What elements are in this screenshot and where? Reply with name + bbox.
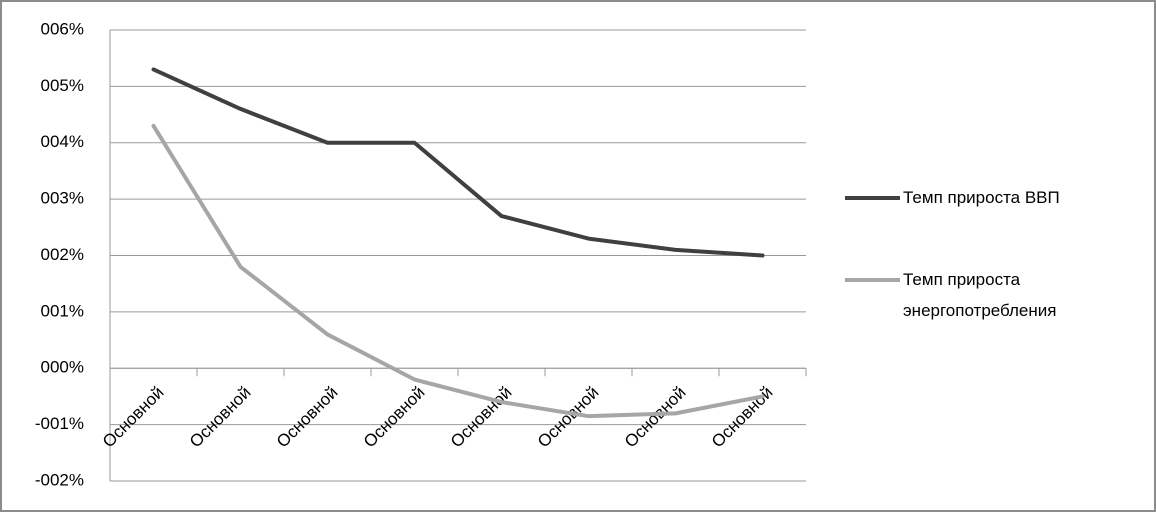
y-tick-label: 001% [41, 301, 84, 320]
legend-label: Темп прироста ВВП [903, 188, 1060, 207]
y-tick-label: -002% [35, 470, 84, 489]
y-tick-label: 004% [41, 132, 84, 151]
y-tick-label: 000% [41, 358, 84, 377]
x-tick-label: Основной [273, 383, 342, 452]
y-tick-label: 003% [41, 189, 84, 208]
y-tick-label: 002% [41, 245, 84, 264]
y-tick-label: 005% [41, 76, 84, 95]
x-tick-label: Основной [186, 383, 255, 452]
x-tick-label: Основной [360, 383, 429, 452]
legend-label: Темп прироста энергопотребления [903, 270, 1057, 320]
x-tick-label: Основной [447, 383, 516, 452]
data-line [151, 123, 765, 419]
x-tick-label: Основной [621, 383, 690, 452]
x-tick-label: Основной [708, 383, 777, 452]
y-tick-label: -001% [35, 414, 84, 433]
y-tick-label: 006% [41, 19, 84, 38]
data-line [151, 67, 765, 258]
x-tick-label: Основной [99, 383, 168, 452]
